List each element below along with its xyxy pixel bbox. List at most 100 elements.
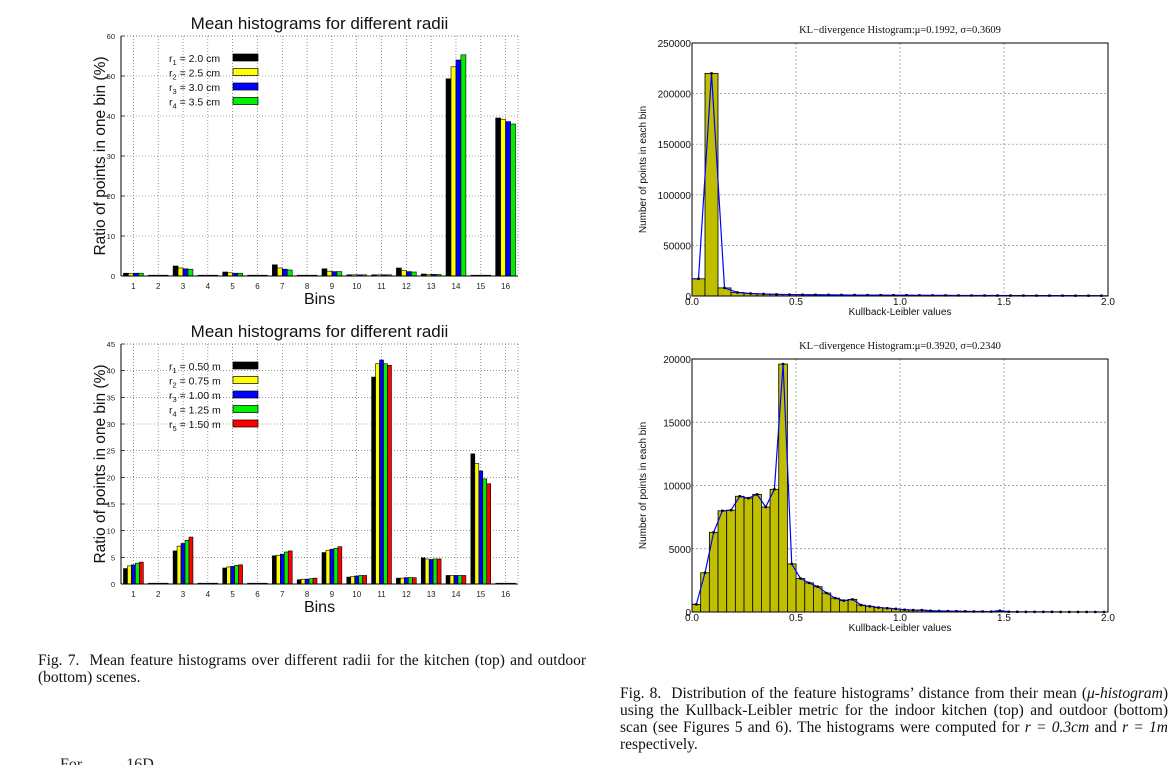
fig7-caption-label: Fig. 7. bbox=[38, 652, 80, 669]
bar bbox=[226, 566, 231, 585]
legend-swatch bbox=[232, 68, 259, 76]
histogram-bar bbox=[717, 510, 728, 613]
y-tick-label: 0 bbox=[685, 292, 691, 303]
histogram-bar bbox=[704, 72, 719, 297]
bar bbox=[283, 551, 289, 585]
x-axis-label: Bins bbox=[304, 599, 335, 616]
bar bbox=[187, 268, 194, 277]
bar bbox=[495, 117, 501, 277]
x-tick-label: 14 bbox=[452, 590, 461, 599]
legend-swatch bbox=[232, 390, 259, 399]
y-tick-label: 15 bbox=[107, 500, 115, 509]
x-tick-label: 7 bbox=[280, 590, 285, 599]
chart-title: Mean histograms for different radii bbox=[191, 14, 449, 33]
bar bbox=[396, 577, 401, 585]
y-tick-label: 30 bbox=[107, 420, 115, 429]
bar bbox=[312, 577, 318, 585]
x-tick-label: 14 bbox=[452, 282, 461, 291]
legend-label: r2 = 0.75 m bbox=[169, 376, 221, 390]
bar bbox=[424, 558, 430, 585]
x-tick-label: 2 bbox=[156, 282, 161, 291]
y-tick-label: 5000 bbox=[669, 545, 692, 556]
legend-swatch bbox=[232, 82, 259, 91]
bar bbox=[182, 268, 189, 277]
bar bbox=[474, 463, 480, 585]
y-tick-label: 0 bbox=[111, 580, 115, 589]
y-tick-label: 20000 bbox=[663, 355, 691, 366]
histogram-bar bbox=[787, 563, 797, 613]
bar bbox=[277, 267, 283, 277]
bar bbox=[279, 553, 285, 585]
chart-title: KL−divergence Histogram:μ=0.1992, σ=0.36… bbox=[799, 25, 1001, 36]
fig7-caption: Fig. 7. Mean feature histograms over diff… bbox=[38, 652, 586, 686]
bar bbox=[272, 264, 278, 277]
x-tick-label: 1.5 bbox=[997, 297, 1011, 308]
y-tick-label: 250000 bbox=[658, 39, 692, 50]
x-tick-label: 13 bbox=[427, 282, 436, 291]
bar bbox=[460, 54, 467, 277]
bar bbox=[505, 121, 511, 277]
y-tick-label: 60 bbox=[107, 32, 115, 41]
y-tick-label: 20 bbox=[107, 473, 115, 482]
bar bbox=[449, 575, 455, 585]
x-tick-label: 11 bbox=[377, 590, 386, 599]
histogram-bar bbox=[760, 506, 771, 613]
y-tick-label: 20 bbox=[107, 192, 115, 201]
x-tick-label: 0.0 bbox=[685, 613, 699, 624]
legend-label: r3 = 3.0 cm bbox=[169, 82, 220, 96]
bar bbox=[272, 555, 277, 585]
bar bbox=[286, 269, 293, 277]
bar bbox=[172, 550, 178, 585]
legend-label: r1 = 2.0 cm bbox=[169, 53, 220, 67]
y-axis-label: Number of points in each bin bbox=[638, 422, 649, 549]
x-tick-label: 10 bbox=[352, 282, 361, 291]
body-text-cutoff: For … … 16D bbox=[60, 757, 154, 765]
bar bbox=[371, 376, 376, 585]
x-tick-label: 8 bbox=[305, 590, 310, 599]
bar bbox=[478, 470, 484, 585]
x-tick-label: 5 bbox=[230, 282, 235, 291]
x-tick-label: 15 bbox=[476, 590, 485, 599]
histogram-bar bbox=[813, 586, 823, 613]
y-tick-label: 0 bbox=[111, 272, 115, 281]
histogram-bar bbox=[752, 493, 762, 613]
y-tick-label: 15000 bbox=[663, 418, 691, 429]
bar bbox=[445, 575, 451, 585]
fig8-caption-mu-histogram: μ-histogram bbox=[1087, 685, 1163, 702]
x-tick-label: 1 bbox=[131, 590, 136, 599]
bar bbox=[362, 575, 367, 585]
bar bbox=[300, 578, 306, 585]
bar bbox=[455, 59, 462, 277]
bar bbox=[383, 363, 388, 585]
bar bbox=[436, 558, 442, 585]
bar bbox=[486, 483, 492, 585]
x-tick-label: 1.0 bbox=[893, 297, 907, 308]
x-tick-label: 0.0 bbox=[685, 297, 699, 308]
legend-label: r3 = 1.00 m bbox=[169, 390, 221, 404]
x-tick-label: 1 bbox=[131, 282, 136, 291]
y-axis-label: Number of points in each bin bbox=[638, 106, 649, 233]
bar bbox=[404, 577, 409, 585]
bar bbox=[172, 265, 179, 277]
histogram-bar bbox=[734, 495, 745, 613]
bar bbox=[379, 359, 384, 585]
legend-swatch bbox=[232, 97, 259, 105]
body-text-line: For … … 16D bbox=[60, 757, 154, 765]
bar bbox=[326, 270, 333, 277]
bar bbox=[350, 576, 356, 585]
histogram-bar bbox=[795, 578, 806, 613]
histogram-bar bbox=[769, 488, 780, 613]
bar bbox=[461, 575, 467, 585]
x-tick-label: 16 bbox=[501, 590, 510, 599]
y-tick-label: 45 bbox=[107, 340, 115, 349]
histogram-bar bbox=[700, 572, 710, 613]
bar bbox=[408, 577, 413, 585]
bar bbox=[296, 579, 302, 585]
histogram-bar bbox=[804, 582, 814, 613]
bar bbox=[180, 543, 186, 585]
bar bbox=[375, 363, 380, 585]
y-tick-label: 35 bbox=[107, 393, 115, 402]
x-tick-label: 0.5 bbox=[789, 297, 803, 308]
bar bbox=[281, 268, 288, 277]
